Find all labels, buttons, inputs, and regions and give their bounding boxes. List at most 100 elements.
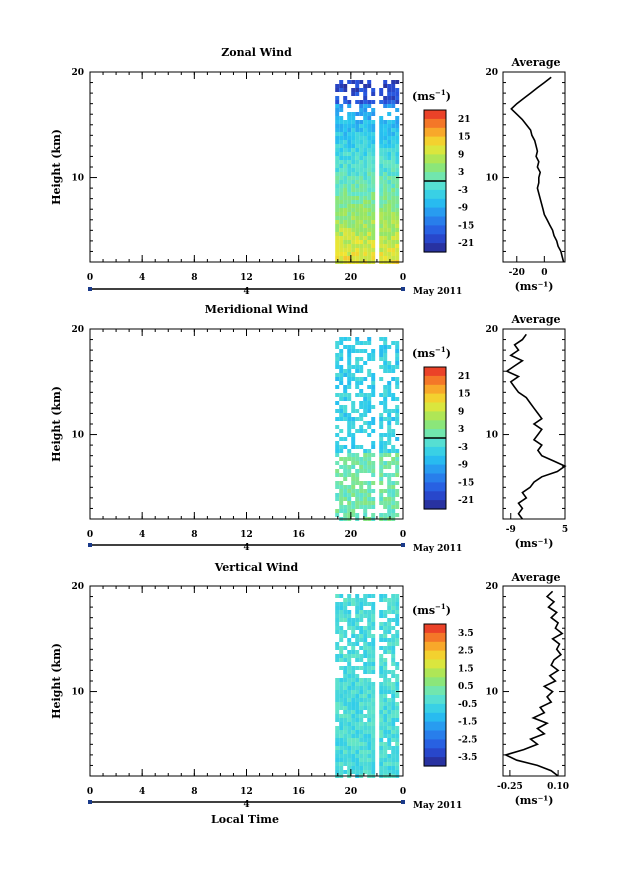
heatmap-cell bbox=[339, 473, 344, 477]
heatmap-cell bbox=[335, 706, 340, 710]
heatmap-cell bbox=[347, 742, 352, 746]
heatmap-cell bbox=[387, 180, 392, 184]
heatmap-cell bbox=[351, 710, 356, 714]
heatmap-cell bbox=[363, 236, 368, 240]
heatmap-cell bbox=[387, 361, 392, 365]
heatmap-cell bbox=[371, 385, 376, 389]
heatmap-cell bbox=[371, 441, 376, 445]
heatmap-cell bbox=[383, 132, 388, 136]
heatmap-cell bbox=[383, 248, 388, 252]
heatmap-cell bbox=[387, 172, 392, 176]
heatmap-cell bbox=[335, 100, 340, 104]
heatmap-cell bbox=[391, 256, 396, 260]
heatmap-cell bbox=[367, 646, 372, 650]
heatmap-cell bbox=[335, 84, 340, 88]
heatmap-cell bbox=[391, 738, 396, 742]
heatmap-cell bbox=[395, 682, 400, 686]
heatmap-cell bbox=[347, 413, 352, 417]
heatmap-cell bbox=[383, 84, 388, 88]
heatmap-cell bbox=[367, 718, 372, 722]
heatmap-cell bbox=[347, 248, 352, 252]
heatmap-cell bbox=[387, 626, 392, 630]
heatmap-cell bbox=[379, 252, 384, 256]
heatmap-cell bbox=[383, 694, 388, 698]
heatmap-cell bbox=[363, 449, 368, 453]
heatmap-cell bbox=[355, 622, 360, 626]
heatmap-cell bbox=[367, 160, 372, 164]
heatmap-cell bbox=[347, 337, 352, 341]
colorbar-tick-label: 3 bbox=[458, 168, 464, 178]
heatmap-cell bbox=[383, 144, 388, 148]
heatmap-cell bbox=[335, 248, 340, 252]
heatmap-cell bbox=[347, 770, 352, 774]
heatmap-cell bbox=[371, 513, 376, 517]
heatmap-cell bbox=[339, 341, 344, 345]
panel-title: Vertical Wind bbox=[214, 561, 299, 574]
heatmap-cell bbox=[355, 493, 360, 497]
heatmap-cell bbox=[343, 152, 348, 156]
heatmap-cell bbox=[359, 100, 364, 104]
heatmap-cell bbox=[359, 646, 364, 650]
heatmap-cell bbox=[339, 240, 344, 244]
heatmap-cell bbox=[371, 750, 376, 754]
heatmap-cell bbox=[339, 128, 344, 132]
heatmap-cell bbox=[367, 401, 372, 405]
heatmap-cell bbox=[355, 124, 360, 128]
heatmap-cell bbox=[371, 481, 376, 485]
heatmap-cell bbox=[355, 642, 360, 646]
heatmap-cell bbox=[359, 224, 364, 228]
heatmap-cell bbox=[355, 766, 360, 770]
heatmap-cell bbox=[383, 401, 388, 405]
heatmap-cell bbox=[335, 698, 340, 702]
heatmap-cell bbox=[367, 610, 372, 614]
heatmap-cell bbox=[367, 84, 372, 88]
heatmap-cell bbox=[347, 116, 352, 120]
heatmap-cell bbox=[387, 417, 392, 421]
heatmap-cell bbox=[363, 361, 368, 365]
heatmap-cell bbox=[379, 770, 384, 774]
heatmap-cell bbox=[383, 216, 388, 220]
heatmap-cell bbox=[355, 694, 360, 698]
heatmap-cell bbox=[379, 132, 384, 136]
heatmap-cell bbox=[363, 256, 368, 260]
heatmap-cell bbox=[335, 770, 340, 774]
heatmap-cell bbox=[383, 120, 388, 124]
heatmap-cell bbox=[335, 702, 340, 706]
heatmap-cell bbox=[359, 694, 364, 698]
date-label: May 2011 bbox=[413, 801, 462, 811]
heatmap-cell bbox=[383, 140, 388, 144]
heatmap-cell bbox=[387, 710, 392, 714]
colorbar-segment bbox=[424, 375, 446, 386]
colorbar-segment bbox=[424, 189, 446, 200]
heatmap-cell bbox=[347, 220, 352, 224]
heatmap-cell bbox=[391, 445, 396, 449]
heatmap-cell bbox=[343, 200, 348, 204]
heatmap-cell bbox=[351, 618, 356, 622]
x-tick-label: 0 bbox=[87, 530, 93, 540]
heatmap-cell bbox=[387, 248, 392, 252]
heatmap-cell bbox=[383, 200, 388, 204]
heatmap-cell bbox=[351, 349, 356, 353]
colorbar-unit-exponent: −1 bbox=[435, 602, 446, 611]
heatmap-cell bbox=[335, 172, 340, 176]
heatmap-cell bbox=[391, 196, 396, 200]
heatmap-cell bbox=[371, 690, 376, 694]
heatmap-cell bbox=[359, 232, 364, 236]
heatmap-cell bbox=[359, 152, 364, 156]
heatmap-cell bbox=[335, 353, 340, 357]
heatmap-cell bbox=[355, 188, 360, 192]
heatmap-cell bbox=[359, 638, 364, 642]
heatmap-cell bbox=[355, 349, 360, 353]
heatmap-cell bbox=[359, 220, 364, 224]
heatmap-cell bbox=[359, 666, 364, 670]
colorbar-segment bbox=[424, 491, 446, 501]
heatmap-cell bbox=[359, 180, 364, 184]
heatmap-cell bbox=[343, 409, 348, 413]
heatmap-cell bbox=[395, 706, 400, 710]
heatmap-cell bbox=[343, 754, 348, 758]
heatmap-cell bbox=[391, 642, 396, 646]
colorbar-unit-label: (ms−1) bbox=[412, 345, 451, 360]
heatmap-cell bbox=[371, 357, 376, 361]
heatmap-cell bbox=[355, 734, 360, 738]
day-axis-marker bbox=[88, 543, 92, 547]
